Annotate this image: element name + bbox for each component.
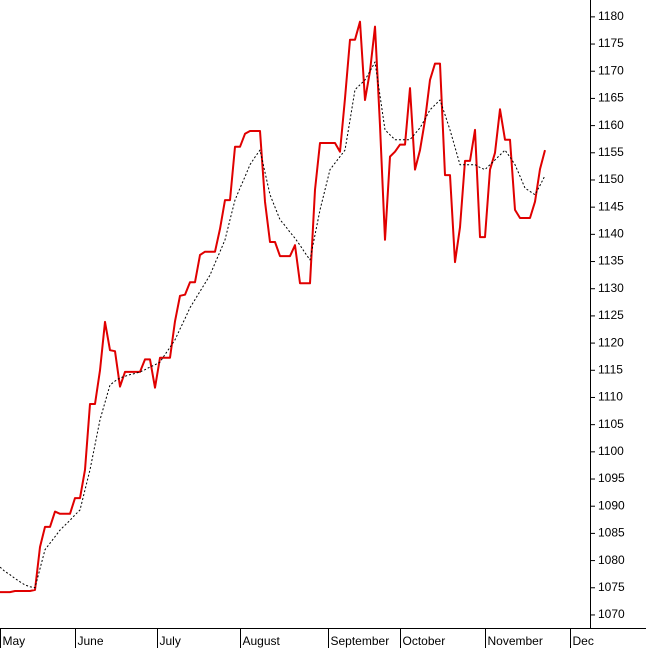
x-tick-label: October bbox=[403, 634, 446, 648]
y-tick-label: 1140 bbox=[598, 227, 624, 241]
y-tick-label: 1125 bbox=[598, 308, 624, 322]
y-tick-label: 1175 bbox=[598, 36, 624, 50]
y-tick-label: 1115 bbox=[598, 362, 623, 376]
y-tick-label: 1070 bbox=[598, 607, 625, 621]
x-tick-label: June bbox=[78, 634, 104, 648]
y-tick-label: 1180 bbox=[598, 9, 624, 23]
y-tick-label: 1075 bbox=[598, 580, 625, 594]
x-tick-label: August bbox=[243, 634, 281, 648]
y-tick-label: 1105 bbox=[598, 417, 624, 431]
y-tick-label: 1080 bbox=[598, 553, 625, 567]
y-tick-label: 1155 bbox=[598, 145, 624, 159]
y-tick-label: 1135 bbox=[598, 254, 624, 268]
y-tick-label: 1170 bbox=[598, 63, 624, 77]
y-tick-label: 1160 bbox=[598, 118, 624, 132]
x-tick-label: July bbox=[160, 634, 181, 648]
y-tick-label: 1085 bbox=[598, 526, 625, 540]
y-tick-label: 1120 bbox=[598, 335, 624, 349]
x-tick-label: May bbox=[3, 634, 26, 648]
y-tick-label: 1100 bbox=[598, 444, 624, 458]
price-line bbox=[0, 20, 546, 594]
y-tick-label: 1165 bbox=[598, 91, 624, 105]
x-tick-label: Dec bbox=[573, 634, 594, 648]
x-tick-label: November bbox=[488, 634, 543, 648]
y-tick-label: 1090 bbox=[598, 498, 625, 512]
y-tick-label: 1130 bbox=[598, 281, 624, 295]
x-tick-label: September bbox=[331, 634, 390, 648]
y-tick-label: 1110 bbox=[598, 390, 623, 404]
y-tick-label: 1145 bbox=[598, 199, 624, 213]
y-tick-label: 1095 bbox=[598, 471, 625, 485]
y-tick-label: 1150 bbox=[598, 172, 624, 186]
